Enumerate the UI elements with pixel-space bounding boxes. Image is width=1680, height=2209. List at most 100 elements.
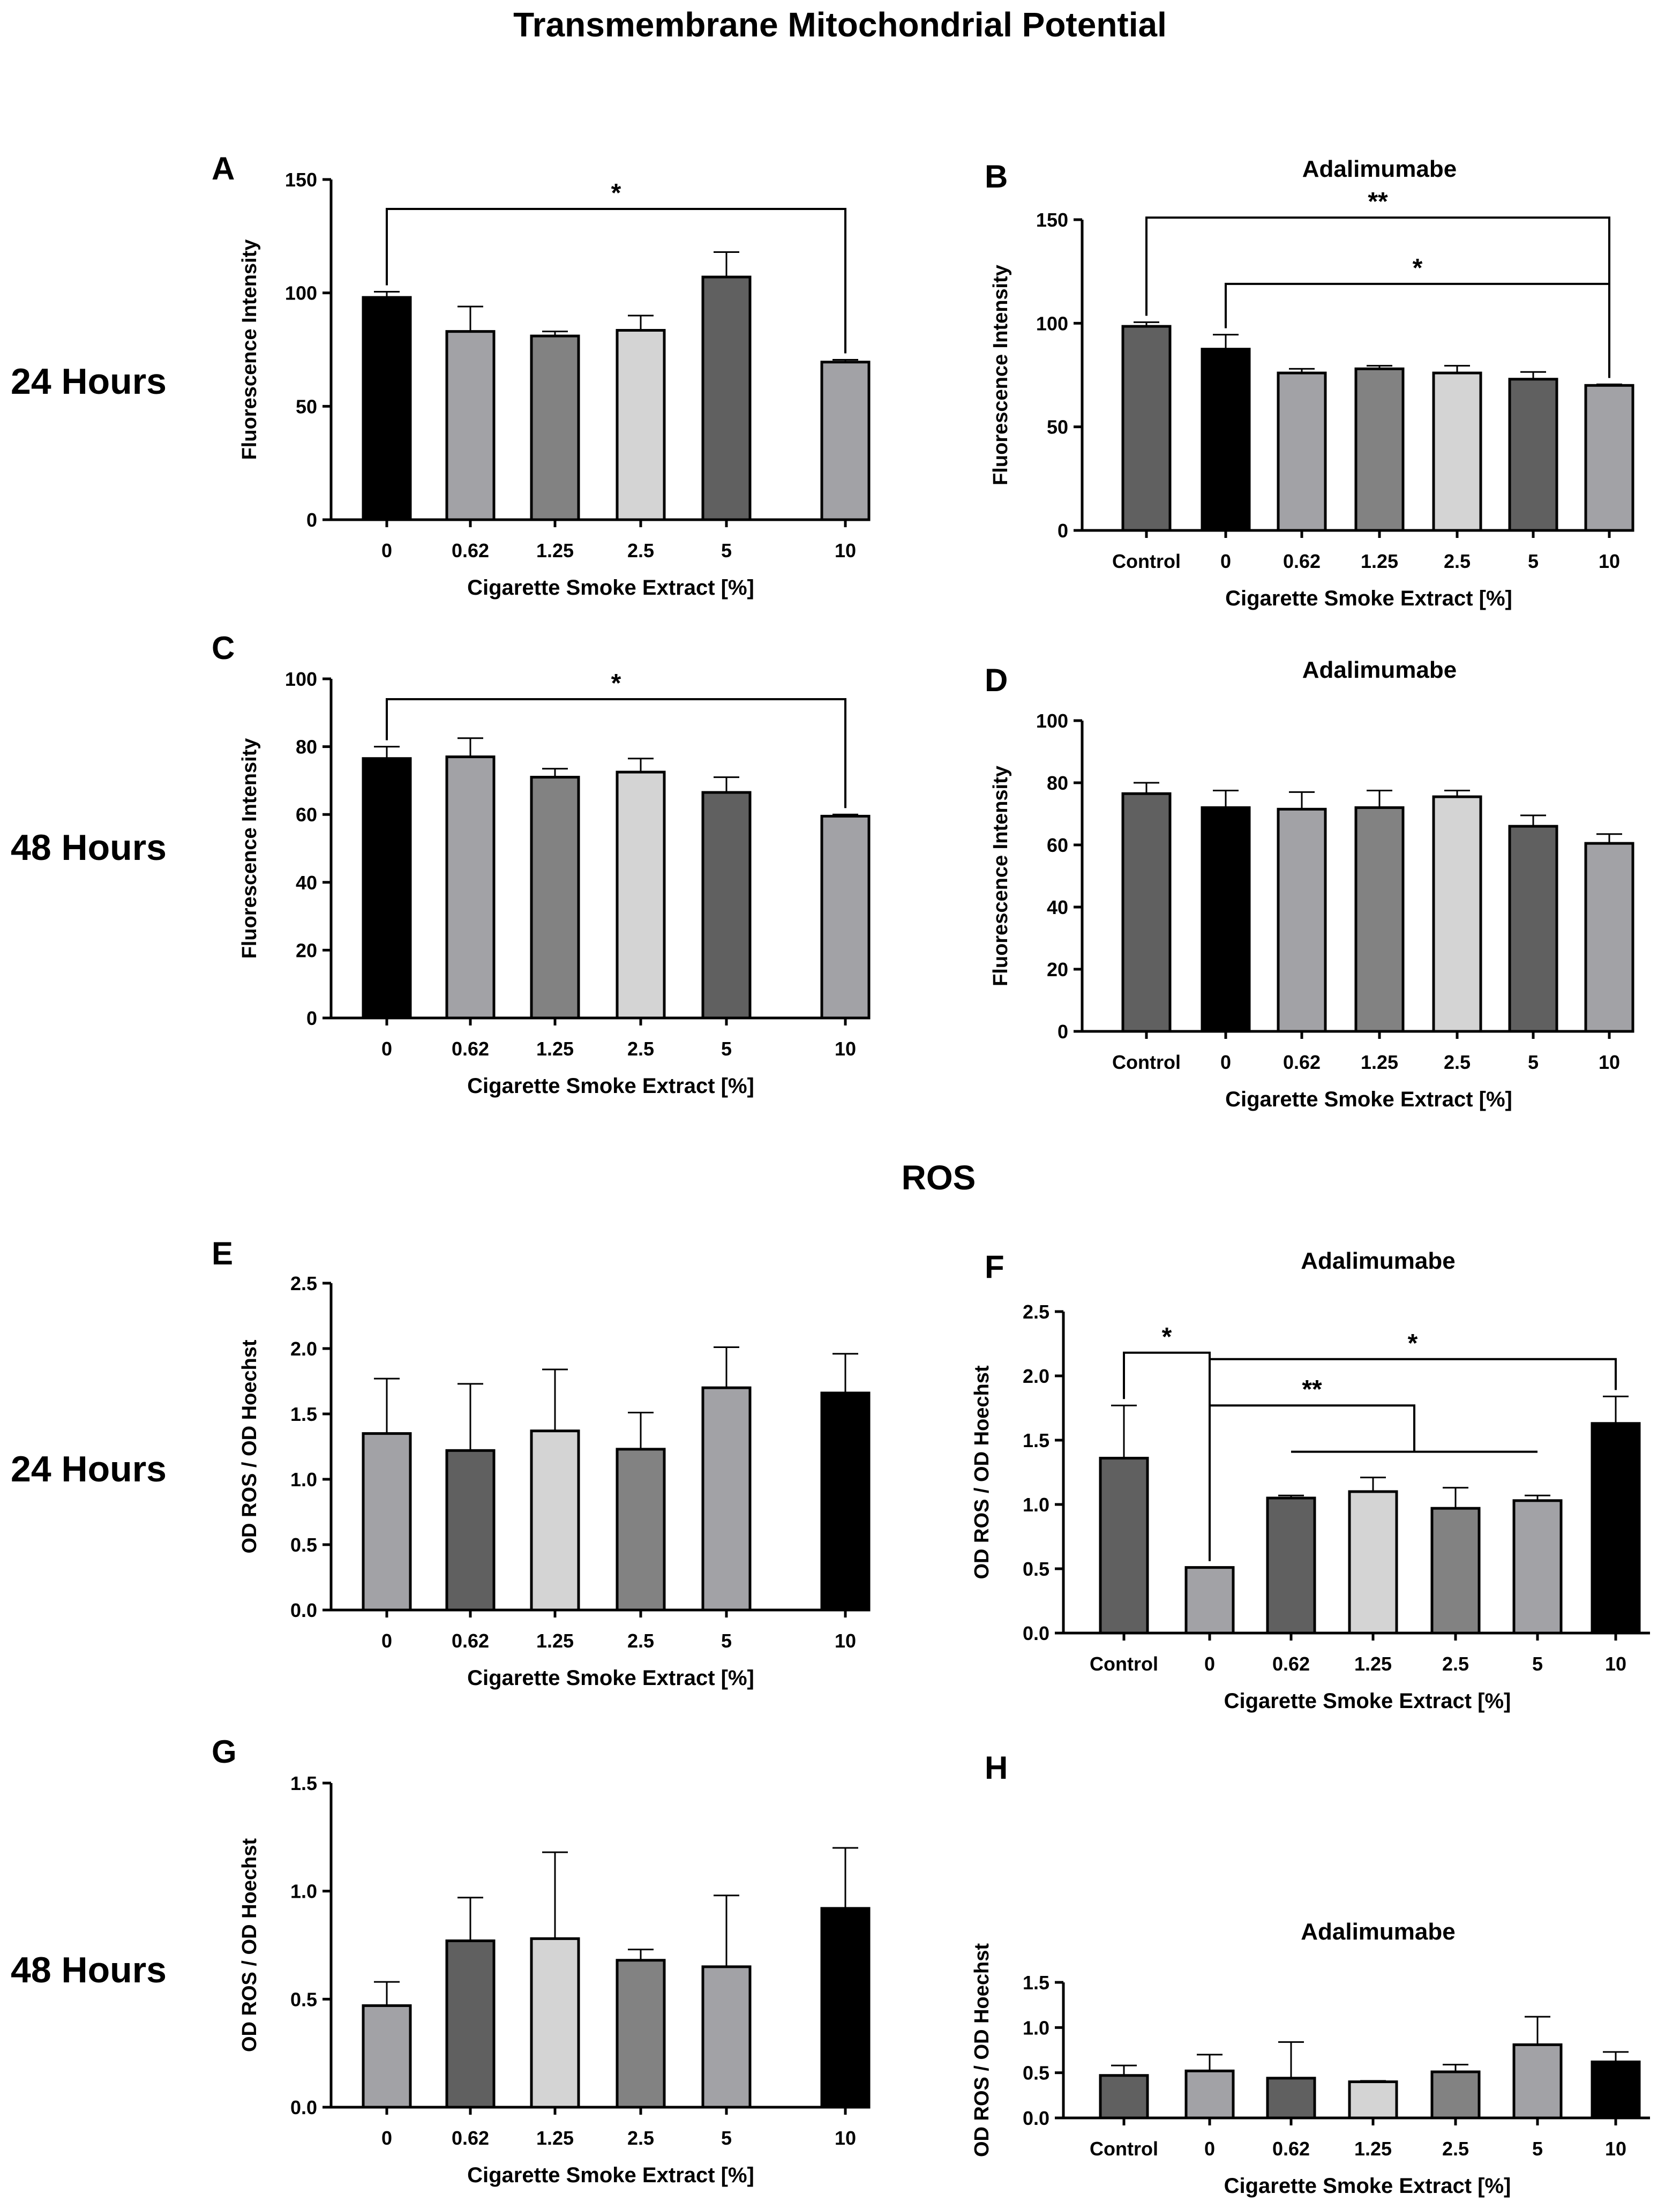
x-tick-label: 10 xyxy=(1605,2138,1626,2160)
x-tick-label: 10 xyxy=(1605,1653,1626,1675)
y-tick-label: 40 xyxy=(1047,896,1068,918)
x-tick-label: 5 xyxy=(1528,550,1539,572)
bar xyxy=(1121,792,1172,1033)
y-tick-label: 1.5 xyxy=(290,1772,317,1794)
y-tick-label: 1.0 xyxy=(1023,2017,1049,2039)
y-tick-label: 50 xyxy=(1047,416,1068,438)
y-tick-label: 80 xyxy=(296,736,317,758)
bar xyxy=(616,770,666,1020)
panel-title: Adalimumabe xyxy=(1302,156,1457,182)
bar xyxy=(362,1432,412,1612)
bar xyxy=(530,1937,580,2109)
x-tick-label: 10 xyxy=(1599,1051,1620,1073)
significance-label: ** xyxy=(1368,188,1388,216)
panel-h: H Adalimumabe 0.0 0.5 1.0 1.5 OD ROS / OD Hoec… xyxy=(971,1750,1650,2198)
x-tick-label: 5 xyxy=(1532,2138,1543,2160)
x-tick-label: 0 xyxy=(381,1038,392,1060)
y-tick-label: 0.5 xyxy=(290,1988,317,2010)
bar xyxy=(362,2004,412,2109)
y-tick-label: 2.5 xyxy=(1023,1301,1049,1323)
significance-bracket xyxy=(386,208,846,354)
significance-label: ** xyxy=(1302,1375,1322,1404)
bar xyxy=(1430,2070,1481,2120)
y-tick-label: 1.5 xyxy=(1023,1429,1049,1451)
panel-title: Adalimumabe xyxy=(1301,1919,1456,1945)
bar xyxy=(362,757,412,1020)
bar xyxy=(1584,384,1634,532)
x-tick-label: 0.62 xyxy=(452,1038,489,1060)
x-tick-label: 1.25 xyxy=(1361,1051,1398,1073)
x-tick-label: 2.5 xyxy=(1444,1051,1471,1073)
bar xyxy=(1277,807,1327,1033)
bar xyxy=(820,1907,871,2109)
bar xyxy=(616,1448,666,1612)
x-tick-label: 5 xyxy=(1528,1051,1539,1073)
x-axis-label: Cigarette Smoke Extract [%] xyxy=(467,1666,754,1690)
y-tick-label: 1.5 xyxy=(1023,1972,1049,1994)
bar xyxy=(701,1386,752,1612)
bar xyxy=(1354,367,1405,532)
y-tick-label: 0 xyxy=(1058,1021,1068,1043)
y-tick-label: 0.0 xyxy=(290,2096,317,2118)
significance-label: * xyxy=(1413,254,1423,282)
y-tick-label: 0 xyxy=(1058,520,1068,542)
bar xyxy=(362,296,412,521)
x-tick-label: 0.62 xyxy=(452,1630,489,1652)
x-tick-label: 10 xyxy=(835,1630,856,1652)
y-tick-label: 100 xyxy=(1036,312,1068,334)
section-title-mitochondrial: Transmembrane Mitochondrial Potential xyxy=(513,5,1167,44)
row-label-24h-ros: 24 Hours xyxy=(11,1449,167,1489)
panel-c: C 0 20 40 60 80 100 Fluorescence Intensity 0 0.62… xyxy=(212,630,871,1098)
bar xyxy=(445,330,496,521)
significance-bracket xyxy=(1209,1404,1415,1561)
bar xyxy=(1266,1496,1316,1635)
x-tick-label: 0 xyxy=(381,2127,392,2149)
x-axis-label: Cigarette Smoke Extract [%] xyxy=(467,576,754,600)
x-tick-label: Control xyxy=(1112,550,1181,572)
panel-letter: D xyxy=(985,662,1008,698)
y-tick-label: 150 xyxy=(285,169,317,191)
y-axis-label: OD ROS / OD Hoechst xyxy=(971,1943,993,2157)
row-label-48h-ros: 48 Hours xyxy=(11,1950,167,1990)
significance-label: * xyxy=(611,179,621,207)
panel-title: Adalimumabe xyxy=(1301,1248,1456,1274)
x-tick-label: 2.5 xyxy=(627,1038,654,1060)
bar xyxy=(820,814,871,1020)
x-tick-label: 5 xyxy=(1532,1653,1543,1675)
x-tick-label: 1.25 xyxy=(536,1630,574,1652)
x-tick-label: 0.62 xyxy=(1272,1653,1310,1675)
panel-g: G 0.0 0.5 1.0 1.5 OD ROS / OD Hoechst 0 0.62 1.2… xyxy=(212,1734,871,2187)
y-tick-label: 0.5 xyxy=(1023,1558,1049,1580)
y-tick-label: 0.5 xyxy=(1023,2062,1049,2084)
bar xyxy=(1584,842,1634,1033)
bar xyxy=(1591,2060,1641,2120)
panel-letter: B xyxy=(985,159,1008,194)
significance-bracket xyxy=(386,698,846,808)
panel-letter: G xyxy=(212,1734,237,1770)
x-tick-label: 1.25 xyxy=(1354,1653,1392,1675)
y-tick-label: 0.0 xyxy=(290,1599,317,1621)
bar xyxy=(1591,1422,1641,1635)
x-tick-label: 5 xyxy=(721,1038,732,1060)
x-tick-label: 1.25 xyxy=(536,2127,574,2149)
x-tick-label: 5 xyxy=(721,2127,732,2149)
y-tick-label: 20 xyxy=(296,939,317,961)
bar xyxy=(1432,371,1482,532)
x-axis-label: Cigarette Smoke Extract [%] xyxy=(1224,2174,1511,2198)
y-tick-label: 20 xyxy=(1047,959,1068,980)
x-tick-label: 5 xyxy=(721,540,732,561)
panel-letter: E xyxy=(212,1235,233,1271)
x-tick-label: 0.62 xyxy=(1283,550,1321,572)
bar xyxy=(820,1391,871,1612)
x-tick-label: 10 xyxy=(835,540,856,561)
bar xyxy=(616,329,666,521)
y-axis-label: OD ROS / OD Hoechst xyxy=(238,1838,261,2052)
bar xyxy=(701,1965,752,2109)
x-tick-label: 0 xyxy=(381,540,392,561)
panel-letter: A xyxy=(212,151,235,186)
panel-letter: F xyxy=(985,1249,1004,1285)
x-tick-label: 0 xyxy=(381,1630,392,1652)
x-tick-label: 10 xyxy=(835,1038,856,1060)
x-tick-label: 0 xyxy=(1220,550,1231,572)
